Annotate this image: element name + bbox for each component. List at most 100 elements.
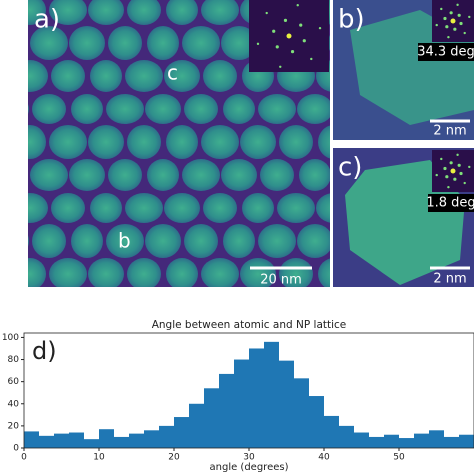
nanoparticle <box>240 125 276 159</box>
nanoparticle <box>221 159 257 191</box>
nanoparticle <box>0 60 7 92</box>
fft-spot <box>440 7 443 11</box>
fft-spot <box>468 15 471 19</box>
fft-spot <box>275 45 279 49</box>
bar <box>174 417 189 448</box>
fft-spot <box>457 163 461 167</box>
fft-spot <box>463 31 466 35</box>
nanoparticle <box>28 193 48 223</box>
fft-spot <box>459 21 463 26</box>
fft-spot <box>468 165 471 169</box>
bar <box>69 432 84 448</box>
nanoparticle <box>49 0 87 25</box>
bar <box>114 436 129 448</box>
bar <box>459 434 474 448</box>
nanoparticle <box>51 60 85 92</box>
nanoparticle <box>30 26 68 60</box>
nanoparticle <box>297 224 330 258</box>
bar <box>294 378 309 448</box>
nanoparticle <box>71 94 103 124</box>
fft-spot <box>256 42 260 46</box>
y-tick-label: 100 <box>2 333 19 343</box>
panel-label: b) <box>338 5 365 35</box>
nanoparticle <box>318 258 330 287</box>
fft-insets <box>249 0 474 192</box>
x-axis-label: angle (degrees) <box>210 462 289 473</box>
nanoparticle <box>258 224 296 258</box>
fft-spot <box>445 175 449 179</box>
scale-label: 2 nm <box>433 272 466 287</box>
nanoparticle <box>108 26 142 60</box>
nanoparticle <box>260 159 294 191</box>
fft-spot <box>290 50 295 54</box>
nanoparticle <box>182 159 220 191</box>
fft-spot <box>456 153 459 157</box>
bar <box>39 435 54 448</box>
nanoparticle <box>49 258 87 287</box>
fft-spot <box>286 33 292 39</box>
bar <box>189 403 204 448</box>
bar <box>264 341 279 448</box>
bar <box>204 388 219 448</box>
scale-label: 2 nm <box>433 124 466 139</box>
fft-spot <box>450 168 456 174</box>
x-tick-label: 50 <box>393 453 405 463</box>
fft-spot <box>299 23 303 27</box>
nanoparticle <box>88 125 124 159</box>
y-tick-label: 60 <box>8 377 20 387</box>
nanoparticle <box>184 94 218 124</box>
nanoparticle <box>0 0 5 25</box>
nanoparticle <box>127 125 161 159</box>
bar <box>159 425 174 448</box>
nanoparticle <box>166 0 198 25</box>
fft-spot <box>435 23 438 27</box>
bar <box>354 432 369 448</box>
bar <box>249 348 264 448</box>
fft-spot <box>435 173 438 177</box>
marker: c <box>167 61 178 85</box>
fft-spot <box>456 3 459 7</box>
nanoparticle <box>277 193 315 223</box>
fft-spot <box>447 185 450 189</box>
bar <box>54 433 69 448</box>
bar <box>369 436 384 448</box>
fft-spot <box>453 27 457 31</box>
y-tick-label: 40 <box>8 399 20 409</box>
bar <box>84 439 99 448</box>
bar <box>129 433 144 448</box>
nanoparticle <box>279 258 313 287</box>
nanoparticle <box>201 0 239 25</box>
nanoparticle <box>240 258 276 287</box>
nanoparticle <box>279 125 313 159</box>
x-tick-label: 20 <box>168 453 180 463</box>
nanoparticle <box>223 224 255 258</box>
nanoparticle <box>0 193 11 223</box>
panel-label: d) <box>32 337 57 365</box>
nanoparticle <box>221 26 257 60</box>
fft-spot <box>318 26 322 30</box>
nanoparticle <box>164 193 200 223</box>
x-tick-label: 40 <box>318 453 330 463</box>
nanoparticle <box>145 94 181 124</box>
nanoparticle <box>69 26 105 60</box>
bar <box>399 438 414 448</box>
nanoparticle <box>203 193 237 223</box>
nanoparticle <box>223 94 255 124</box>
nanoparticle <box>0 125 9 159</box>
angle-label: 34.3 deg <box>417 45 474 60</box>
bar <box>279 360 294 448</box>
nanoparticle <box>90 193 122 223</box>
nanoparticle <box>28 235 29 247</box>
nanoparticle <box>28 104 29 114</box>
bar <box>324 415 339 448</box>
nanoparticle <box>90 60 122 92</box>
nanoparticle <box>88 258 124 287</box>
bar <box>24 431 39 448</box>
nanoparticle <box>28 60 48 92</box>
fft-spot <box>449 161 453 165</box>
angle-box <box>428 194 474 212</box>
nanoparticle <box>182 26 220 60</box>
bar <box>99 429 114 448</box>
nanoparticle <box>166 258 198 287</box>
